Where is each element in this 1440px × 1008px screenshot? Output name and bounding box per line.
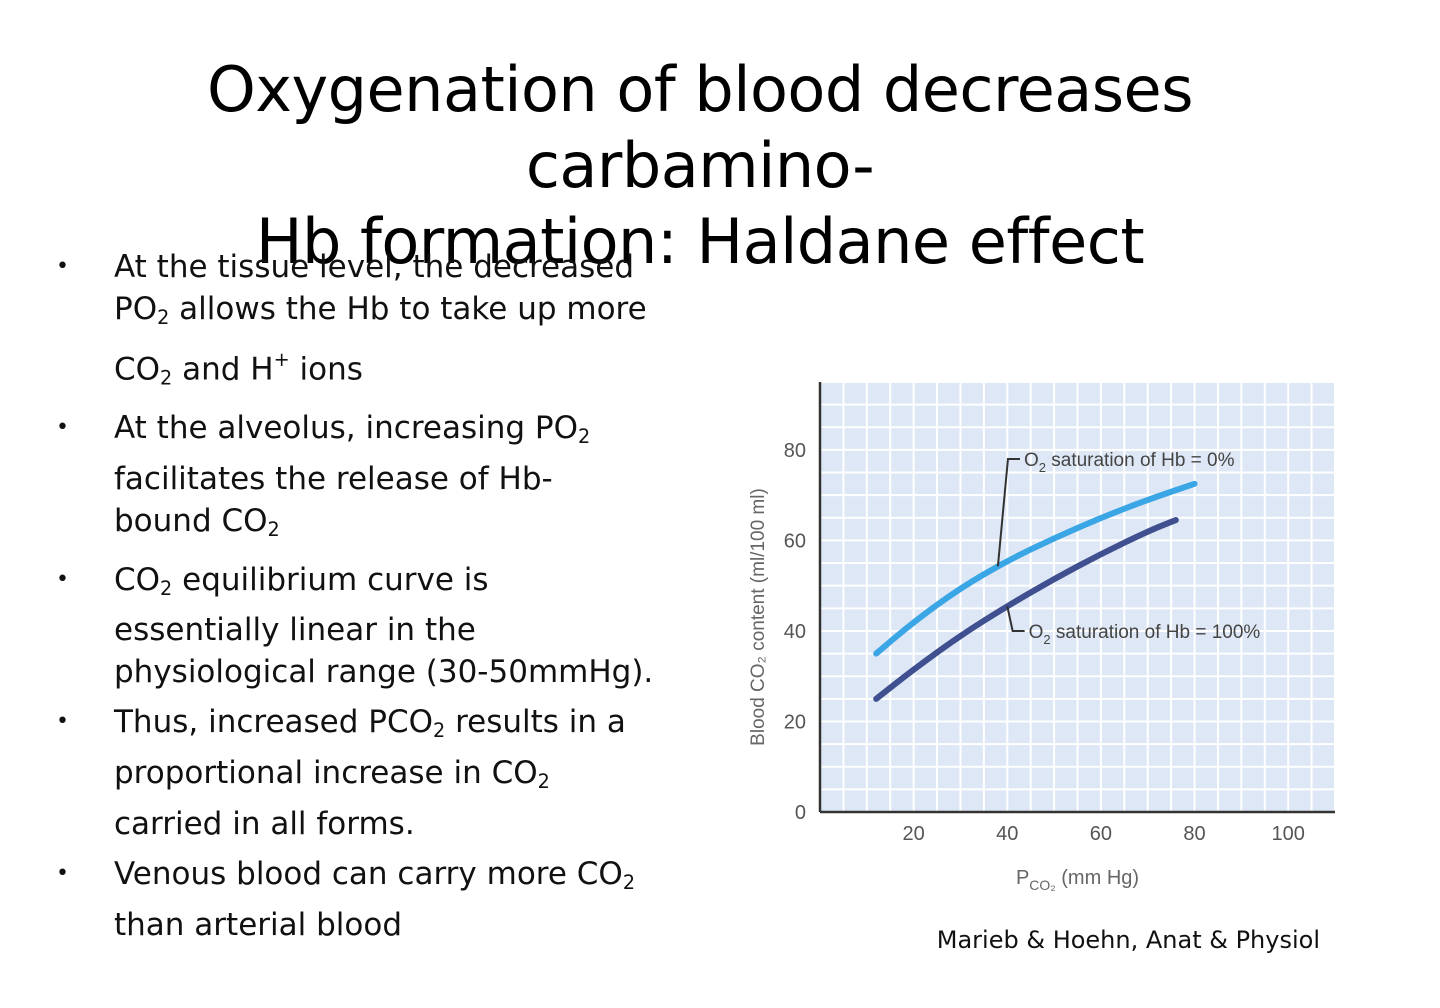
bullet-item: • Thus, increased PCO2 results in a propor… [52, 701, 702, 845]
haldane-chart: 0 20 40 60 80 20 40 60 80 100 PCO₂ (mm Hg) Blood CO… [748, 381, 1336, 893]
bullet-text: CO [114, 561, 161, 598]
x-axis-label: PCO₂ (mm Hg) [1016, 867, 1139, 893]
series-line-1 [873, 517, 1179, 702]
series-label-0: O2 saturation of Hb = 0% [1024, 450, 1235, 475]
y-axis-label: Blood CO₂ content (ml/100 ml) [748, 488, 769, 746]
y-tick-label: 60 [784, 530, 806, 552]
series-label-text: saturation of Hb = 100% [1051, 622, 1261, 643]
source-caption: Marieb & Hoehn, Anat & Physiol [936, 926, 1320, 954]
bullet-text: At the tissue level, the decreased [114, 249, 635, 285]
bullet-text: and H [172, 351, 274, 388]
bullet-dot: • [56, 861, 69, 887]
bullet-item: • At the alveolus, increasing PO2 facilita… [52, 407, 702, 551]
bullet-text: facilitates the release of Hb- [114, 460, 553, 497]
bullet-text: 2 [160, 366, 173, 390]
x-tick-label: 20 [903, 823, 925, 845]
bullet-text: At the alveolus, increasing PO [114, 410, 578, 447]
series-label-prefix: O [1024, 450, 1039, 471]
bullet-dot: • [56, 415, 69, 441]
bullet-text: 2 [578, 424, 591, 448]
bullet-text: essentially linear in the [114, 612, 476, 649]
bullet-text: 2 [433, 719, 446, 743]
bullet-text: equilibrium curve is [172, 561, 489, 598]
x-tick-label: 40 [996, 823, 1018, 845]
series-line-0 [873, 480, 1198, 657]
bullet-text: than arterial blood [114, 906, 402, 943]
series-label-1: O2 saturation of Hb = 100% [1029, 622, 1261, 647]
bullet-dot: • [56, 254, 69, 279]
bullet-item: • CO2 equilibrium curve is essentially lin… [52, 559, 702, 694]
bullet-item: • Venous blood can carry more CO2 than art… [52, 853, 702, 946]
bullet-dot: • [56, 566, 69, 592]
annotation-leader-1 [1006, 605, 1025, 632]
x-axis-label-main: P [1016, 867, 1029, 889]
bullet-text: Thus, increased PCO [114, 704, 434, 741]
chart-container: 0 20 40 60 80 20 40 60 80 100 PCO₂ (mm Hg) Blood CO… [730, 360, 1410, 920]
bullet-text: Venous blood can carry more CO [114, 856, 623, 893]
bullet-text: 2 [157, 305, 170, 329]
bullet-text: allows the Hb to take up more [169, 291, 647, 327]
bullet-text: + [273, 347, 290, 371]
bullet-text: 2 [622, 870, 636, 894]
x-axis-label-unit: (mm Hg) [1056, 867, 1139, 889]
bullet-text: carried in all forms. [114, 806, 415, 843]
bullet-list: • At the tissue level, the decreased PO2 a… [52, 246, 702, 954]
bullet-text: CO [114, 351, 161, 388]
slide-title: Oxygenation of blood decreases carbamino… [40, 52, 1360, 280]
x-tick-label: 100 [1271, 823, 1304, 845]
bullet-text: ions [289, 351, 363, 388]
x-tick-label: 80 [1183, 823, 1205, 845]
bullet-text: physiological range (30-50mmHg). [114, 654, 654, 691]
slide-title-line-2: Hb formation: Haldane effect [255, 205, 1145, 278]
series-label-sub: 2 [1043, 632, 1050, 647]
bullet-dot: • [56, 709, 69, 735]
x-tick-label: 60 [1090, 823, 1112, 845]
series-label-text: saturation of Hb = 0% [1046, 450, 1235, 471]
y-tick-label: 80 [784, 440, 806, 462]
y-tick-label: 20 [784, 711, 806, 733]
x-axis-label-sub: CO₂ [1029, 877, 1055, 893]
series-label-prefix: O [1029, 622, 1044, 643]
y-tick-label: 0 [795, 802, 806, 824]
bullet-text: 2 [160, 576, 173, 600]
series-label-sub: 2 [1039, 460, 1046, 475]
bullet-text: proportional increase in CO [114, 755, 538, 792]
bullet-text: results in a [445, 704, 626, 741]
y-tick-label: 40 [784, 621, 806, 643]
bullet-text: 2 [537, 770, 550, 794]
annotation-leader-0 [996, 457, 1020, 567]
bullet-item: • At the tissue level, the decreased PO2 a… [52, 246, 702, 399]
bullet-text: PO [114, 291, 158, 327]
bullet-text: 2 [267, 517, 280, 541]
bullet-text: bound CO [114, 502, 268, 539]
slide-title-line-1: Oxygenation of blood decreases carbamino… [206, 53, 1194, 202]
